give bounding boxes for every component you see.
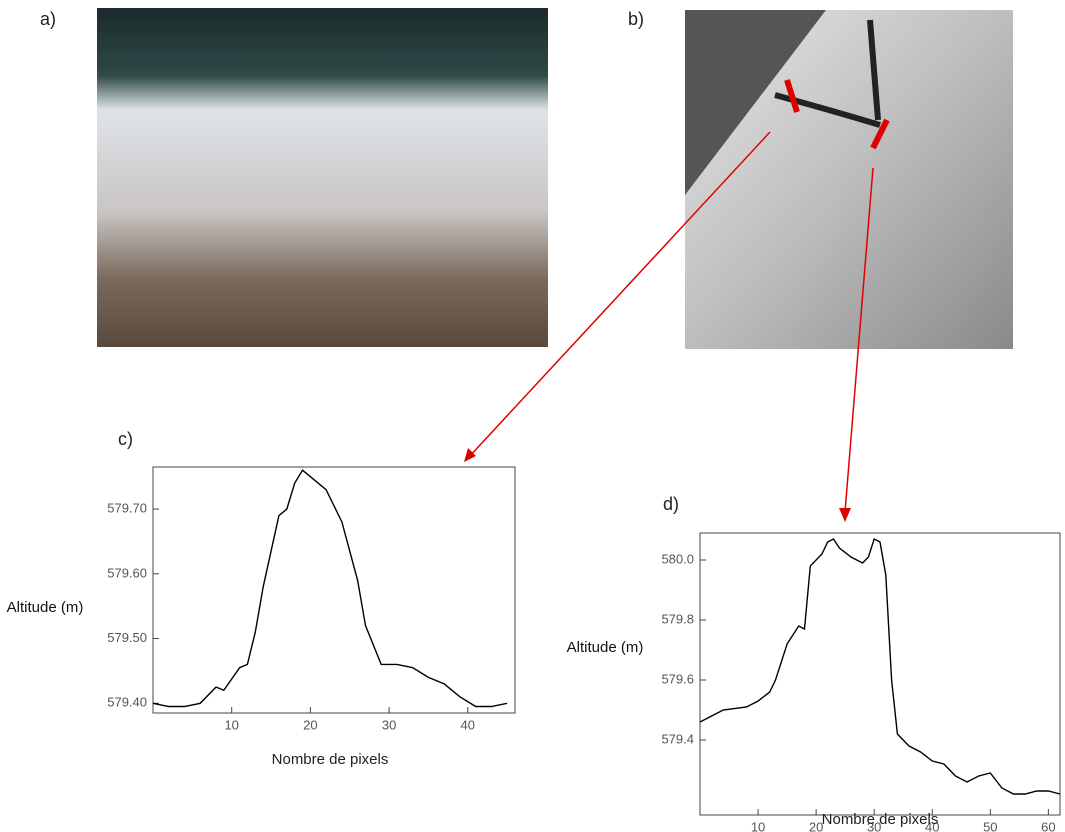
y-tick-label: 579.60 xyxy=(107,565,147,580)
x-tick-label: 30 xyxy=(382,717,396,732)
y-tick-label: 580.0 xyxy=(661,551,694,566)
y-tick-label: 579.8 xyxy=(661,611,694,626)
image-b-mask xyxy=(685,10,826,195)
plot-frame xyxy=(699,532,1061,816)
x-tick-label: 20 xyxy=(303,717,317,732)
x-tick-label: 60 xyxy=(1041,819,1055,832)
arrow xyxy=(467,131,771,459)
data-line xyxy=(152,469,508,708)
y-tick-label: 579.4 xyxy=(661,731,694,746)
photo-a xyxy=(97,8,548,347)
panel-label: a) xyxy=(40,9,56,29)
arrow xyxy=(844,167,874,513)
y-axis-label: Altitude (m) xyxy=(566,639,644,656)
y-tick-label: 579.50 xyxy=(107,630,147,645)
y-tick-label: 579.6 xyxy=(661,671,694,686)
arrow-head xyxy=(839,508,851,522)
x-tick-label: 50 xyxy=(983,819,997,832)
x-tick-label: 20 xyxy=(809,819,823,832)
data-line xyxy=(699,537,1061,795)
profile-marker xyxy=(784,79,800,113)
x-tick-label: 40 xyxy=(925,819,939,832)
arrow-head xyxy=(464,448,476,462)
profile-marker xyxy=(870,118,890,150)
y-axis-label: Altitude (m) xyxy=(6,599,84,616)
chart-title: c) xyxy=(118,429,133,449)
plot-frame xyxy=(152,466,516,714)
image-b-feature xyxy=(774,19,881,128)
y-tick-label: 579.70 xyxy=(107,501,147,516)
x-axis-label: Nombre de pixels xyxy=(272,751,389,768)
panel-label: b) xyxy=(628,9,644,29)
x-axis-label: Nombre de pixels xyxy=(822,811,939,828)
x-tick-label: 30 xyxy=(867,819,881,832)
x-tick-label: 40 xyxy=(461,717,475,732)
x-tick-label: 10 xyxy=(224,717,238,732)
x-tick-label: 10 xyxy=(751,819,765,832)
y-tick-label: 579.40 xyxy=(107,695,147,710)
chart-title: d) xyxy=(663,494,679,514)
